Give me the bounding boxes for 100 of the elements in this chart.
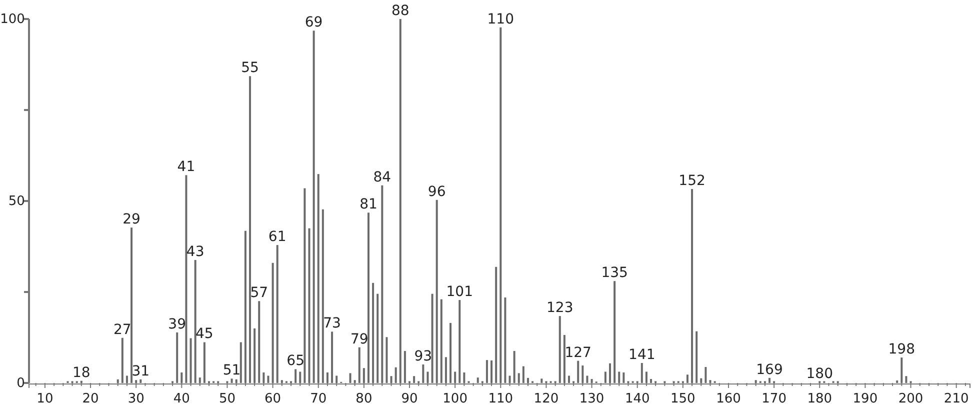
bar [130,228,133,383]
bar [308,228,310,383]
annotation: 41 [177,159,196,176]
bar [317,174,320,383]
x-tick-label: 110 [488,391,514,406]
bar [336,376,338,383]
bar [622,372,625,383]
bar [454,372,456,383]
bar [577,360,580,383]
bar [390,376,392,383]
annotation: 39 [168,316,186,332]
bar [413,376,416,383]
x-tick-label: 10 [36,391,54,406]
x-tick-label: 200 [898,391,924,406]
bar [116,379,119,383]
bar [304,188,306,383]
bar [244,230,246,383]
x-tick-label: 40 [173,391,190,406]
bar [249,76,252,383]
x-tick-label: 90 [401,391,418,406]
y-tick-label: 0 [16,376,25,392]
bar [386,337,388,383]
x-tick-label: 170 [762,391,786,406]
bar [768,378,770,383]
bar [294,369,297,383]
bar [618,372,620,383]
bar [691,188,694,383]
annotation: 96 [428,184,446,200]
bar [582,366,584,383]
annotation: 198 [888,342,916,358]
bar [696,331,698,383]
bar [558,316,561,383]
bar [568,376,570,383]
bar [362,368,365,383]
bar [444,357,447,383]
bar [404,350,406,383]
bar [276,245,278,383]
bar [422,364,424,383]
bar [180,372,183,383]
x-tick-label: 120 [534,391,559,406]
annotation: 73 [323,316,341,332]
bar [203,342,206,383]
annotation: 27 [114,322,132,338]
annotation: 88 [391,3,410,19]
bar [704,366,707,383]
bar [486,360,488,383]
annotation: 69 [304,14,323,31]
x-tick-label: 100 [442,391,468,406]
bar [194,260,196,383]
x-tick-label: 210 [944,391,969,406]
annotation: 31 [132,363,150,380]
bar [508,376,511,383]
bar [126,376,128,383]
bar [490,360,493,383]
annotation: 180 [806,366,833,382]
bar [299,372,302,383]
annotation: 152 [678,172,706,189]
bar [709,380,712,383]
bar [896,380,898,383]
annotation: 110 [487,11,514,28]
bar [476,378,479,383]
bar [586,376,588,383]
annotation: 45 [196,326,214,342]
bar [540,378,543,383]
bar [267,376,270,383]
bar [176,332,178,383]
bar [458,300,461,383]
bar [185,175,188,383]
annotation: 84 [373,169,392,186]
bar [905,376,908,383]
x-tick-label: 20 [82,391,99,406]
bar [450,322,452,383]
bar [604,372,606,383]
x-tick-label: 140 [624,391,650,406]
x-tick-label: 50 [218,391,236,406]
bar [394,367,397,383]
bar [240,342,242,383]
bar [331,332,334,383]
bar [349,373,352,383]
y-tick-label: 100 [0,12,25,28]
annotation: 43 [186,244,204,260]
bar [640,362,643,383]
bar [190,338,192,383]
annotation: 79 [350,331,368,348]
bar [650,378,652,383]
annotation: 81 [360,196,378,213]
bar [135,380,138,383]
bar [686,374,688,383]
bar [518,373,520,383]
bar [254,328,256,383]
x-tick-label: 30 [128,391,144,406]
annotation: 135 [601,265,628,282]
bar [645,372,648,383]
x-tick-label: 70 [310,391,327,406]
bar [354,380,356,383]
bar [513,350,516,383]
y-tick-label: 50 [8,194,25,210]
annotation: 55 [241,60,259,76]
annotation: 123 [546,300,574,316]
bar [312,30,315,383]
